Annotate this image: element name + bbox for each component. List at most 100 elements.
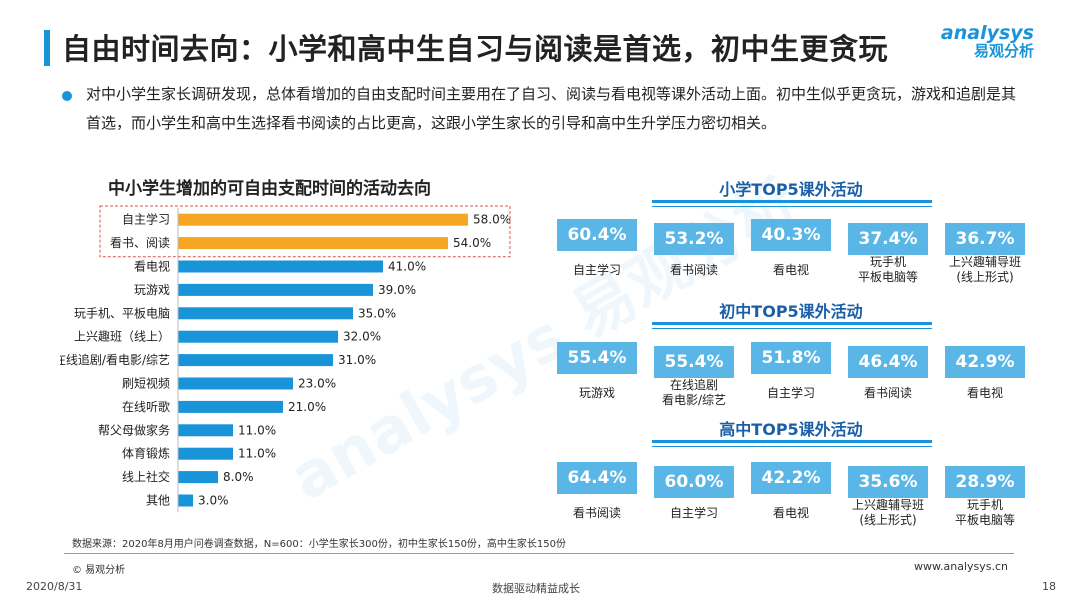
bar-category-label: 玩游戏 [134,283,170,297]
site-url: www.analysys.cn [914,560,1008,573]
group-divider-middle [652,322,932,325]
stat-label: 上兴趣辅导班 (线上形式) [935,255,1035,285]
bar-7 [178,377,293,390]
bar-category-label: 看书、阅读 [110,236,170,250]
bar-9 [178,424,233,437]
stat-label: 看书阅读 [644,263,744,278]
stat-label: 自主学习 [644,506,744,521]
footer-divider [64,553,1014,554]
group-divider-middle-thin [652,328,932,329]
bar-category-label: 刷短视频 [122,376,170,391]
bar-1 [178,237,448,250]
stat-label: 玩游戏 [547,386,647,401]
stat-value: 60.0% [654,466,734,498]
stat-value: 55.4% [654,346,734,378]
stat-label: 玩手机 平板电脑等 [838,255,938,285]
group-title-primary: 小学TOP5课外活动 [719,180,863,199]
activity-bar-chart: 自主学习 58.0% 看书、阅读 54.0% 看电视 41.0% 玩游戏 39.0% 玩手机、平… [60,205,511,513]
stat-value: 55.4% [557,342,637,374]
group-divider-primary [652,200,932,203]
bar-value-label: 11.0% [238,447,276,461]
highlight-box [99,205,511,258]
bar-category-label: 在线追剧/看电影/综艺 [60,352,170,367]
stat-value: 37.4% [848,223,928,255]
stat-label-line: 看电影/综艺 [661,393,727,407]
stat-label-line: 玩手机 [966,498,1003,512]
stat-label-line: 平板电脑等 [954,513,1015,527]
stat-value: 36.7% [945,223,1025,255]
bullet-icon [62,91,72,101]
bar-category-label: 帮父母做家务 [98,422,170,437]
bar-chart-title: 中小学生增加的可自由支配时间的活动去向 [108,179,431,199]
logo-cn: 易观分析 [973,41,1034,60]
stat-value: 60.4% [557,219,637,251]
bar-2 [178,260,383,273]
stat-label: 自主学习 [547,263,647,278]
page-title: 自由时间去向：小学和高中生自习与阅读是首选，初中生更贪玩 [62,32,889,66]
stat-label: 玩手机 平板电脑等 [935,498,1035,528]
group-title-high: 高中TOP5课外活动 [719,420,863,439]
stat-label-line: 玩手机 [869,255,906,269]
stat-label-line: 上兴趣辅导班 [851,498,924,512]
bar-value-label: 21.0% [288,400,326,414]
stat-value: 64.4% [557,462,637,494]
stat-label-line: 平板电脑等 [857,270,918,284]
bar-category-label: 自主学习 [122,212,170,227]
stat-value: 53.2% [654,223,734,255]
stat-label-line: 玩游戏 [578,386,615,400]
bar-value-label: 11.0% [238,423,276,437]
stat-label-line: (线上形式) [859,513,917,527]
bar-5 [178,330,338,343]
bar-category-label: 线上社交 [122,469,170,484]
bar-category-label: 体育锻炼 [122,446,170,461]
stat-value: 28.9% [945,466,1025,498]
group-title-middle: 初中TOP5课外活动 [719,302,863,321]
bar-0 [178,213,468,226]
bar-8 [178,400,283,413]
page-number: 18 [1042,580,1056,593]
bar-value-label: 3.0% [198,494,229,508]
stat-value: 35.6% [848,466,928,498]
stat-label-line: 上兴趣辅导班 [948,255,1021,269]
stat-label-line: 看书阅读 [863,386,912,400]
summary-text: 对中小学生家长调研发现，总体看增加的自由支配时间主要用在了自习、阅读与看电视等课… [86,85,1017,132]
stat-label: 看书阅读 [547,506,647,521]
stat-label-line: 在线追剧 [669,378,718,392]
stat-value: 42.9% [945,346,1025,378]
bar-11 [178,471,218,484]
bar-10 [178,447,233,460]
bar-value-label: 23.0% [298,377,336,391]
stat-label-line: 自主学习 [669,506,718,520]
data-source: 数据来源：2020年8月用户问卷调查数据，N=600：小学生家长300份，初中生… [72,539,567,550]
stat-label: 上兴趣辅导班 (线上形式) [838,498,938,528]
stat-value: 51.8% [751,342,831,374]
copyright: © 易观分析 [72,565,126,576]
stat-label: 看电视 [935,386,1035,401]
stat-label: 看电视 [741,263,841,278]
bar-category-label: 玩手机、平板电脑 [74,306,170,320]
bar-value-label: 35.0% [358,306,396,320]
stat-label: 看书阅读 [838,386,938,401]
date: 2020/8/31 [26,580,83,593]
bar-category-label: 看电视 [134,259,170,274]
group-divider-primary-thin [652,206,932,207]
bar-6 [178,354,333,367]
analysys-logo: analysys 易观分析 [941,23,1034,60]
bar-value-label: 54.0% [453,236,491,250]
title-accent-bar [44,30,50,66]
stat-label-line: 自主学习 [572,263,621,277]
stat-value: 40.3% [751,219,831,251]
stat-value: 42.2% [751,462,831,494]
bar-value-label: 31.0% [338,353,376,367]
stat-label-line: 自主学习 [766,386,815,400]
slogan: 数据驱动精益成长 [492,582,580,595]
bar-value-label: 32.0% [343,330,381,344]
stat-label: 看电视 [741,506,841,521]
bar-value-label: 39.0% [378,283,416,297]
group-divider-high-thin [652,446,932,447]
stat-label-line: 看书阅读 [572,506,621,520]
stat-label-line: 看电视 [772,506,809,520]
bar-value-label: 58.0% [473,213,511,227]
bar-category-label: 其他 [146,494,170,508]
bar-value-label: 8.0% [223,470,254,484]
